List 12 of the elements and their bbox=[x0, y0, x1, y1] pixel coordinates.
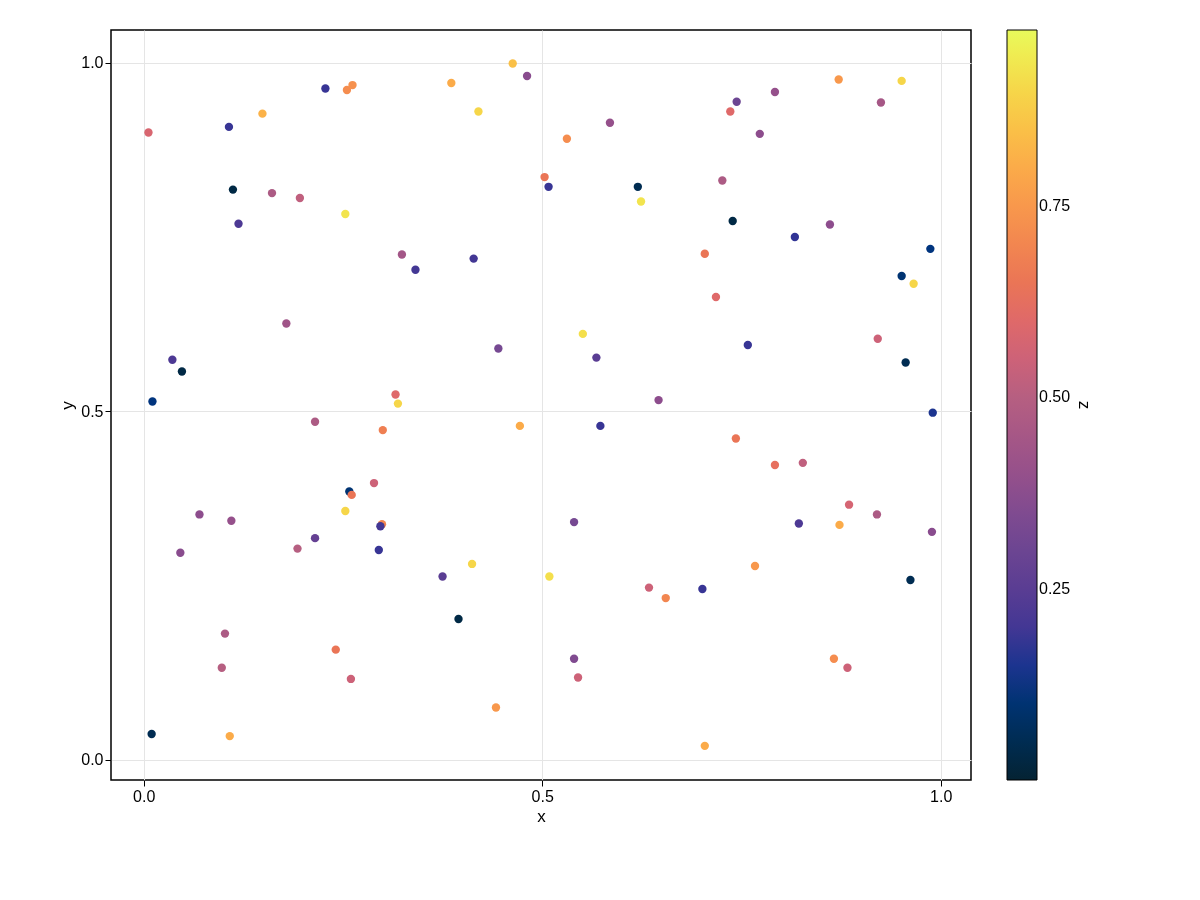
color-bar-label: 0.50 bbox=[1039, 388, 1071, 406]
x-tick-label: 0.0 bbox=[133, 787, 156, 805]
color-bar-title: z bbox=[1075, 400, 1094, 410]
y-tick-label: 1.0 bbox=[81, 54, 104, 72]
y-axis-title: y bbox=[58, 400, 78, 410]
x-axis-title: x bbox=[537, 806, 547, 826]
x-tick-label: 1.0 bbox=[930, 787, 953, 805]
color-bar-label: 0.25 bbox=[1039, 579, 1071, 597]
y-tick-label: 0.5 bbox=[81, 402, 104, 420]
y-tick-label: 0.0 bbox=[81, 751, 104, 769]
x-tick-label: 0.5 bbox=[531, 787, 554, 805]
color-bar-label: 0.75 bbox=[1039, 197, 1071, 215]
